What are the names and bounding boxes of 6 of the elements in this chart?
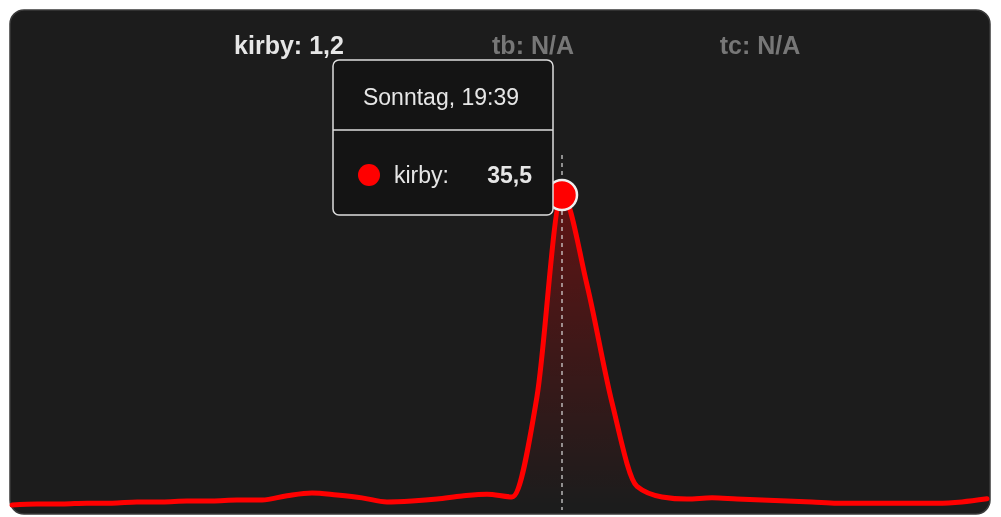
text: tb: N/A	[492, 31, 574, 59]
text: Sonntag, 19:39	[362, 84, 520, 110]
text: kirby: 1,2	[234, 31, 344, 59]
text: 35,5	[487, 162, 533, 188]
legend-label: kirby:	[394, 162, 449, 188]
text: tc: N/A	[719, 31, 801, 59]
